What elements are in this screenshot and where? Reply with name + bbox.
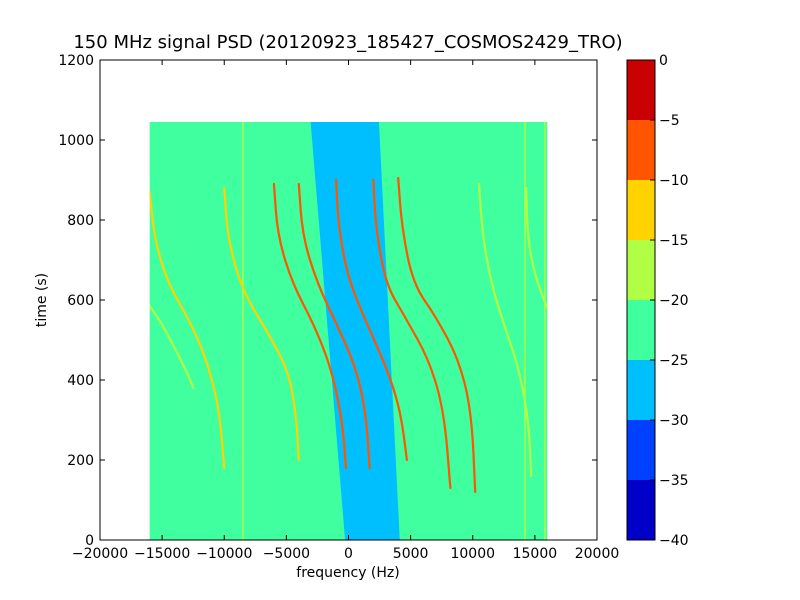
colorbar-tick-label: −30 <box>659 413 689 429</box>
x-tick-label: 10000 <box>450 546 495 562</box>
colorbar-tick-label: −15 <box>659 233 689 249</box>
colorbar-tick-label: 0 <box>659 53 668 69</box>
y-tick-label: 1000 <box>58 133 94 149</box>
colorbar-segment <box>627 120 655 180</box>
colorbar-segment <box>627 180 655 240</box>
track-9 <box>477 182 533 478</box>
track-11 <box>254 186 294 314</box>
colorbar-tick-label: −20 <box>659 293 689 309</box>
x-tick-label: 15000 <box>513 546 558 562</box>
x-axis: −20000 −15000 −10000 −5000 0 5000 10000 15000 20… <box>72 60 619 562</box>
x-tick-label: −10000 <box>196 546 252 562</box>
track-7 <box>372 178 452 490</box>
colorbar-segment <box>627 300 655 360</box>
track-12 <box>434 186 487 370</box>
colorbar-segment <box>627 240 655 300</box>
x-tick-label: −15000 <box>134 546 190 562</box>
track-8 <box>397 176 477 494</box>
colorbar-tick-label: −10 <box>659 173 689 189</box>
track-2 <box>149 304 195 390</box>
track-3 <box>223 186 300 462</box>
track-4 <box>272 182 348 470</box>
y-tick-label: 400 <box>67 373 94 389</box>
colorbar-segment <box>627 420 655 480</box>
track-5 <box>297 182 371 470</box>
track-6 <box>334 178 408 462</box>
y-tick-label: 1200 <box>58 53 94 69</box>
x-tick-label: −20000 <box>72 546 128 562</box>
colorbar-tick-label: −25 <box>659 353 689 369</box>
x-tick-label: −5000 <box>263 546 310 562</box>
track-10 <box>525 186 548 310</box>
y-axis-label: time (s) <box>34 273 50 327</box>
track-1 <box>149 190 226 470</box>
colorbar-tick-label: −5 <box>659 113 680 129</box>
y-tick-label: 600 <box>67 293 94 309</box>
chart-title: 150 MHz signal PSD (20120923_185427_COSM… <box>73 32 622 53</box>
y-tick-label: 200 <box>67 453 94 469</box>
plot-area <box>99 59 598 541</box>
x-tick-label: 5000 <box>393 546 429 562</box>
colorbar-segment <box>627 360 655 420</box>
y-tick-label: 800 <box>67 213 94 229</box>
y-tick-label: 0 <box>85 533 94 549</box>
x-tick-label: 0 <box>344 546 353 562</box>
colorbar: −40 −35 −30 −25 −20 −15 −10 −5 0 <box>626 53 689 549</box>
colorbar-segment <box>627 60 655 120</box>
y-axis: 0 200 400 600 800 1000 1200 <box>58 53 597 549</box>
x-axis-label: frequency (Hz) <box>296 565 399 581</box>
colorbar-tick-label: −40 <box>659 533 689 549</box>
colorbar-segment <box>627 480 655 540</box>
colorbar-tick-label: −35 <box>659 473 689 489</box>
x-tick-label: 20000 <box>575 546 620 562</box>
